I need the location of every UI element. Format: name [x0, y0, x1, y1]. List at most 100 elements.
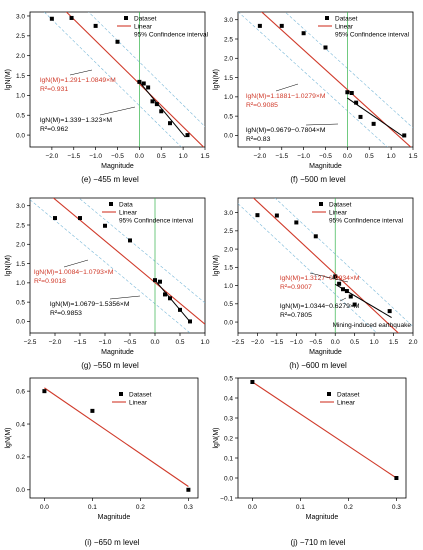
x-tick-label: −1.0 [297, 153, 310, 160]
plot-frame [29, 377, 199, 499]
data-point [301, 31, 306, 36]
legend-label: Linear [134, 24, 153, 31]
y-tick-label: 1.0 [16, 93, 25, 100]
data-point [141, 81, 146, 86]
data-point [137, 79, 142, 84]
fit-equation-red: lgN(M)=1.0084−1.0793×M [34, 269, 114, 276]
legend-label: Dataset [335, 16, 358, 23]
legend-marker-dataset [319, 202, 323, 206]
y-tick-label: 1.0 [224, 283, 233, 290]
y-tick-label: 2.5 [224, 228, 233, 235]
y-tick-label: 1.5 [16, 261, 25, 268]
x-tick-label: −0.5 [111, 153, 124, 160]
y-axis-label: lgN(M) [5, 69, 12, 90]
x-tick-label: 0.5 [365, 153, 374, 160]
data-point [42, 389, 47, 394]
x-axis-label: Magnitude [306, 514, 339, 521]
data-point [185, 133, 190, 138]
data-point [128, 238, 132, 243]
y-tick-label: 2.0 [16, 53, 25, 60]
data-point [168, 296, 172, 301]
data-point [352, 302, 357, 307]
legend-label: Data [119, 202, 133, 209]
y-tick-label: 2.0 [16, 242, 25, 249]
x-tick-label: −0.5 [124, 339, 137, 346]
x-tick-label: −1.5 [270, 339, 283, 346]
x-tick-label: 0.0 [135, 153, 144, 160]
linear-fit-line [65, 12, 205, 147]
y-axis-label: lgN(M) [5, 428, 12, 449]
data-point [257, 23, 262, 28]
data-point [153, 278, 157, 283]
legend-marker-dataset [327, 392, 331, 396]
data-point [150, 99, 155, 104]
data-point [358, 114, 363, 119]
data-point [344, 289, 349, 294]
y-tick-label: 0.1 [224, 455, 233, 462]
x-tick-label: 0.0 [40, 504, 49, 511]
y-axis-label: lgN(M) [213, 69, 220, 90]
plot-area [250, 380, 399, 480]
y-tick-label: 2.0 [224, 246, 233, 253]
fit-equation-black: lgN(M)=1.0344−0.6279×M [280, 303, 360, 310]
plot-frame [29, 11, 206, 148]
data-point [349, 91, 354, 95]
plot-frame [237, 377, 407, 499]
data-point [337, 281, 342, 286]
y-tick-label: 0.0 [16, 487, 25, 494]
x-tick-label: −1.5 [74, 339, 87, 346]
data-point [90, 408, 95, 413]
panel-caption: (e) −455 m level [81, 175, 139, 184]
x-axis-label: Magnitude [101, 349, 134, 356]
x-tick-label: 0.5 [157, 153, 166, 160]
legend-label: Dataset [129, 392, 152, 399]
x-tick-label: 1.5 [408, 153, 417, 160]
data-point [387, 309, 392, 314]
data-point [323, 45, 328, 50]
legend-marker-dataset [109, 202, 113, 206]
data-point [255, 213, 260, 218]
data-point [163, 292, 167, 297]
x-tick-label: 0.2 [344, 504, 353, 511]
chart-panel-f: −2.0 −1.5 −1.0 −0.5 0.0 0.5 1.0 1.5 0.0 0.5 1.0 1.5… [213, 11, 418, 184]
x-tick-label: 1.0 [387, 153, 396, 160]
data-point [341, 287, 345, 292]
fit-equation-black: lgN(M)=1.0679−1.5356×M [50, 301, 130, 308]
fit-equation-red: lgN(M)=1.291−1.0849×M [40, 77, 116, 84]
fit-r2-red: R²=0.931 [40, 86, 68, 93]
leader-line-red [63, 259, 89, 268]
legend-marker-dataset [119, 392, 123, 396]
x-axis-label: Magnitude [98, 514, 131, 521]
y-tick-label: 0.3 [224, 415, 233, 422]
fit-r2-black: R²=0.9853 [50, 310, 82, 317]
data-point [93, 23, 98, 28]
plot-area [238, 198, 413, 333]
data-point [345, 90, 350, 95]
y-tick-label: 0.2 [16, 454, 25, 461]
x-tick-label: −1.5 [67, 153, 80, 160]
panel-caption: (i) −650 m level [85, 538, 140, 547]
data-point [53, 216, 57, 221]
chart-panel-h: −2.5 −2.0 −1.5 −1.0 −0.5 0.0 0.5 1.0 1.5 2.0 0.0 0.… [213, 197, 418, 370]
linear-fit-line [44, 387, 189, 487]
plot-area [30, 198, 205, 333]
fit-r2-red: R²=0.9085 [246, 102, 278, 109]
legend-label: 95% Confindence interval [335, 32, 410, 39]
x-tick-label: −2.0 [253, 153, 266, 160]
plot-frame [29, 197, 206, 334]
fit-equation-black: lgN(M)=0.9679−0.7804×M [246, 127, 326, 134]
data-point [354, 100, 359, 105]
data-point [294, 220, 299, 225]
x-tick-label: −1.0 [99, 339, 112, 346]
x-axis-label: Magnitude [101, 163, 134, 170]
x-tick-label: −2.0 [251, 339, 264, 346]
data-point [186, 487, 191, 492]
data-point [78, 216, 82, 221]
x-tick-label: −0.5 [319, 153, 332, 160]
x-tick-label: −2.5 [232, 339, 245, 346]
y-tick-label: 2.5 [224, 36, 233, 43]
